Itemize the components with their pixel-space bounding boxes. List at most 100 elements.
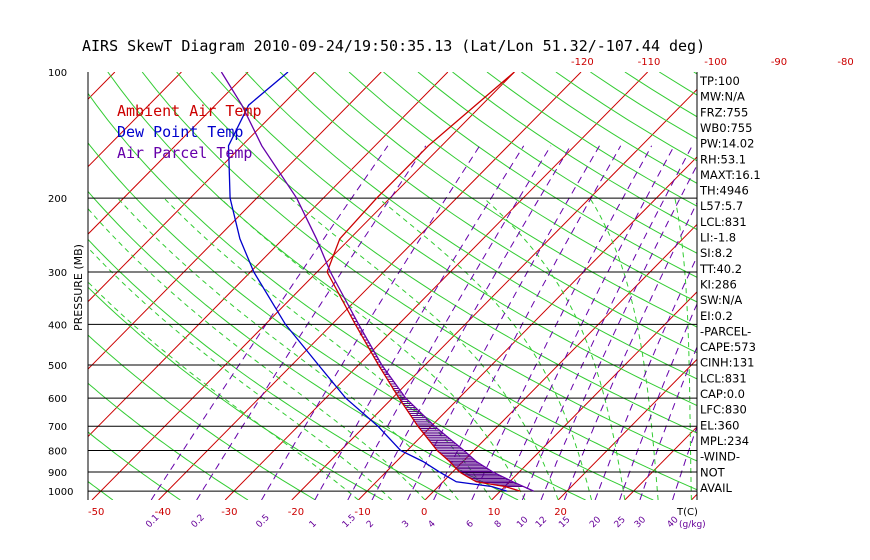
dry-adiabat-line <box>107 72 697 491</box>
pressure-tick-label: 300 <box>48 268 67 279</box>
dew-point-tempseries-line <box>227 72 508 492</box>
isotherm-line <box>158 72 582 500</box>
dry-adiabat-line <box>314 72 697 328</box>
stability-index-entry: MW:N/A <box>700 90 745 104</box>
dry-adiabat-line <box>88 334 316 500</box>
stability-index-entry: LI:-1.8 <box>700 231 736 245</box>
dry-adiabat-line <box>521 72 697 184</box>
isotherm-line <box>88 72 249 235</box>
dry-adiabat-line <box>417 72 697 254</box>
stability-index-entry: MAXT:16.1 <box>700 168 761 182</box>
dry-adiabat-line <box>383 72 697 278</box>
stability-index-entry: TH:4946 <box>699 184 749 198</box>
stability-index-entry: SW:N/A <box>700 293 742 307</box>
top-temperature-ticks: -120-110-100-90-80-70-60-50-40 <box>571 57 854 68</box>
pressure-tick-label: 400 <box>48 320 67 331</box>
ambient-air-tempseries-line <box>326 72 521 492</box>
moist-adiabat-line <box>289 197 559 500</box>
mixing-ratio-tick-label: 0.2 <box>190 513 207 530</box>
moist-adiabat-line <box>88 281 359 500</box>
stability-index-entry: CAPE:573 <box>700 340 756 354</box>
y-axis-label: PRESSURE (MB) <box>72 244 85 331</box>
stability-index-entry: L57:5.7 <box>700 199 743 213</box>
stability-index-entry: LFC:830 <box>700 403 747 417</box>
dry-adiabat-line <box>88 92 654 500</box>
dry-adiabat-line <box>659 72 697 96</box>
isobar-lines <box>88 197 697 492</box>
isotherm-line <box>88 72 315 303</box>
top-temperature-tick-label: -120 <box>571 57 594 68</box>
pressure-tick-label: 100 <box>48 68 67 79</box>
moist-adiabat-line <box>377 197 592 500</box>
bottom-temperature-tick-label: 10 <box>488 507 501 518</box>
chart-title: AIRS SkewT Diagram 2010-09-24/19:50:35.1… <box>82 37 705 55</box>
stability-index-entry: MPL:234 <box>700 434 749 448</box>
dry-adiabat-line <box>88 382 249 500</box>
bottom-temperature-tick-label: -30 <box>221 507 237 518</box>
stability-index-entry: LCL:831 <box>700 371 747 385</box>
mixing-ratio-tick-label: 1 <box>308 519 319 530</box>
moist-adiabat-line <box>589 197 659 500</box>
moist-adiabat-line <box>674 198 692 500</box>
dry-adiabat-line <box>348 72 697 303</box>
bottom-temperature-tick-label: -20 <box>288 507 304 518</box>
dry-adiabat-line <box>866 72 870 500</box>
dry-adiabat-line <box>0 72 45 500</box>
moist-adiabat-line <box>163 197 493 500</box>
isotherm-line <box>758 72 870 500</box>
mixing-ratio-line <box>433 145 622 500</box>
mixing-ratio-tick-label: 0.5 <box>255 513 272 530</box>
stability-index-entry: CAP:0.0 <box>700 387 745 401</box>
isotherm-line <box>91 72 515 500</box>
top-temperature-tick-label: -90 <box>771 57 787 68</box>
pressure-tick-label: 900 <box>48 468 67 479</box>
dry-adiabat-line <box>88 286 384 500</box>
isotherm-line <box>88 72 182 168</box>
isotherm-line <box>825 72 870 500</box>
stability-index-entry: CINH:131 <box>700 356 755 370</box>
dry-adiabat-line <box>452 72 697 231</box>
stability-index-entry: AVAIL <box>700 481 733 495</box>
mixing-ratio-tick-label: 6 <box>465 519 476 530</box>
mixing-ratio-tick-label: 20 <box>588 515 603 530</box>
bottom-temperature-tick-label: -50 <box>88 507 104 518</box>
stability-index-entry: PW:14.02 <box>700 137 754 151</box>
stability-index-entry: NOT <box>700 465 726 479</box>
mixing-ratio-tick-label: 25 <box>613 515 628 530</box>
stability-index-entry: EI:0.2 <box>700 309 733 323</box>
stability-index-entry: RH:53.1 <box>700 152 746 166</box>
stability-index-entry: -WIND- <box>700 450 740 464</box>
cape-hatch-area <box>350 314 524 488</box>
legend: Ambient Air Temp Dew Point Temp Air Parcel… <box>117 102 262 162</box>
isotherm-line <box>624 426 697 500</box>
pressure-tick-label: 200 <box>48 194 67 205</box>
moist-adiabat-line <box>483 197 626 500</box>
isotherm-line <box>291 88 697 500</box>
isotherm-line <box>557 358 697 500</box>
stability-index-entry: SI:8.2 <box>700 246 733 260</box>
isotherm-line <box>491 291 697 500</box>
isotherm-line <box>224 72 648 500</box>
pressure-tick-label: 600 <box>48 394 67 405</box>
mixing-ratio-line <box>471 145 653 500</box>
mixing-ratio-unit-label: (g/kg) <box>679 520 706 530</box>
moist-adiabat-line <box>117 197 459 500</box>
pressure-tick-label: 700 <box>48 422 67 433</box>
pressure-tick-label: 1000 <box>48 487 73 498</box>
bottom-temperature-tick-label: -10 <box>354 507 370 518</box>
mixing-ratio-tick-label: 8 <box>493 519 504 530</box>
mixing-ratio-tick-label: 4 <box>427 519 438 530</box>
dry-adiabat-line <box>88 480 114 500</box>
isotherm-line <box>88 72 382 370</box>
dry-adiabat-line <box>176 72 697 434</box>
stability-index-entry: -PARCEL- <box>700 324 751 338</box>
dry-adiabat-line <box>210 72 697 407</box>
top-temperature-tick-label: -100 <box>704 57 727 68</box>
isotherm-line <box>0 72 48 500</box>
air-parcel-tempseries-line <box>220 72 534 492</box>
stability-index-entry: EL:360 <box>700 418 740 432</box>
dry-adiabat-line <box>832 72 870 500</box>
stability-index-entry: WB0:755 <box>700 121 752 135</box>
